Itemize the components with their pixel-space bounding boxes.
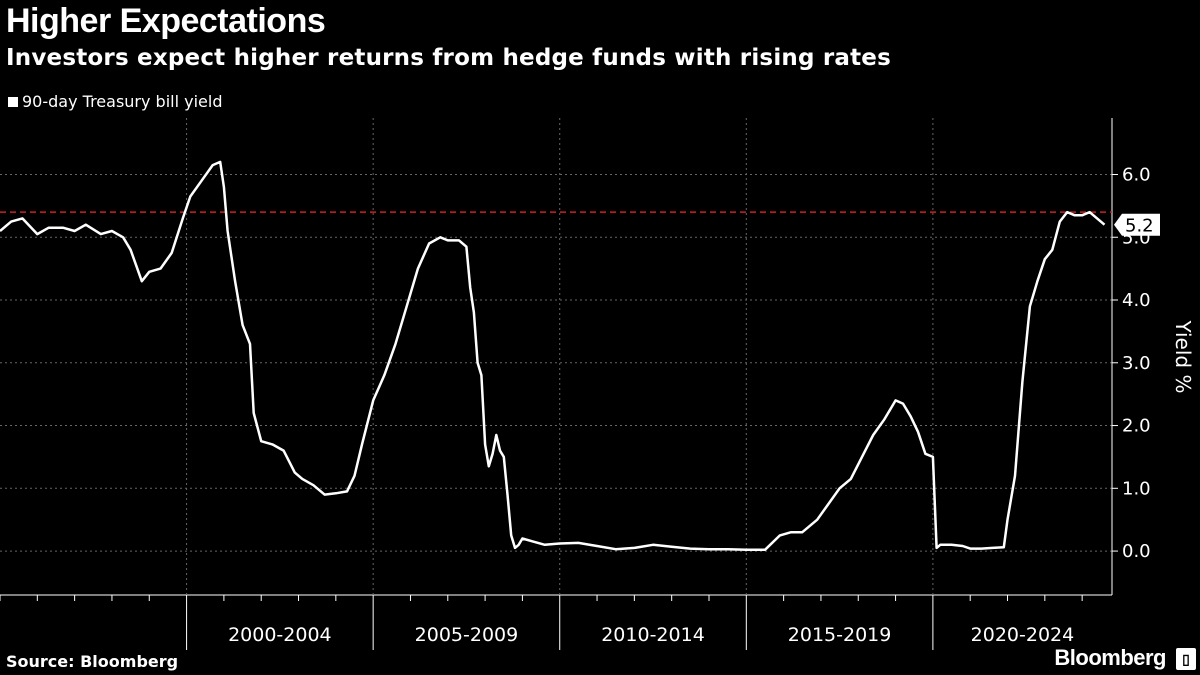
y-tick-label: 0.0 [1122, 541, 1151, 562]
last-value-badge [1114, 213, 1160, 236]
legend-swatch [8, 96, 18, 107]
legend-label: 90-day Treasury bill yield [22, 92, 223, 111]
y-tick-label: 3.0 [1122, 353, 1151, 374]
y-axis-label: Yield % [1171, 320, 1195, 394]
x-tick-label: 2005-2009 [415, 624, 519, 646]
source-note: Source: Bloomberg [6, 652, 179, 671]
last-value-label: 5.2 [1125, 216, 1154, 237]
y-tick-label: 4.0 [1122, 290, 1151, 311]
series-line [0, 160, 1106, 552]
legend: 90-day Treasury bill yield [8, 92, 223, 111]
x-tick-label: 2000-2004 [228, 624, 332, 646]
x-tick-label: 2020-2024 [971, 624, 1075, 646]
y-tick-label: 1.0 [1122, 478, 1151, 499]
x-tick-label: 2015-2019 [788, 624, 892, 646]
y-tick-label: 6.0 [1122, 164, 1151, 185]
x-tick-label: 2010-2014 [601, 624, 705, 646]
chart-title: Higher Expectations [6, 2, 326, 40]
chart-subtitle: Investors expect higher returns from hed… [6, 45, 891, 71]
brand-logo: Bloomberg [1054, 645, 1166, 670]
y-tick-label: 2.0 [1122, 416, 1151, 437]
brand-badge-icon: ▯ [1176, 648, 1196, 670]
